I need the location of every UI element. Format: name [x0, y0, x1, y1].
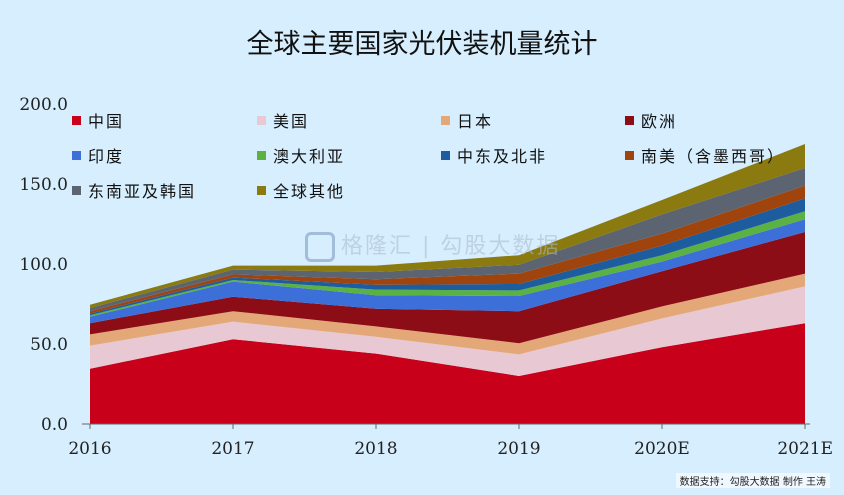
data-source-note: 数据支持：勾股大数据 制作 王涛 [675, 473, 830, 488]
watermark: 格隆汇 | 勾股大数据 [305, 228, 560, 262]
legend-swatch [441, 116, 450, 125]
area-series-0 [90, 323, 805, 424]
x-tick-label: 2017 [211, 439, 254, 459]
legend-swatch [441, 151, 450, 160]
chart-title: 全球主要国家光伏装机量统计 [246, 29, 598, 60]
legend-item: 东南亚及韩国 [72, 182, 196, 201]
watermark-text: 格隆汇 | 勾股大数据 [341, 234, 561, 259]
legend-swatch [257, 186, 266, 195]
x-tick-label: 2021E [777, 439, 833, 459]
legend-item: 中东及北非 [441, 147, 547, 166]
y-tick-label: 150.0 [19, 175, 68, 195]
legend-swatch [72, 151, 81, 160]
area-layers [90, 144, 805, 424]
legend-swatch [257, 116, 266, 125]
legend-swatch [625, 116, 634, 125]
legend-swatch [625, 151, 634, 160]
legend-item: 欧洲 [625, 112, 677, 131]
legend-swatch [72, 186, 81, 195]
area-series-8 [90, 168, 805, 312]
area-series-4 [90, 219, 805, 324]
legend-item: 日本 [441, 112, 493, 131]
legend-item: 中国 [72, 112, 124, 131]
y-tick-label: 50.0 [30, 335, 68, 355]
legend-item: 美国 [257, 112, 309, 131]
legend-label: 欧洲 [641, 112, 677, 131]
legend-label: 日本 [457, 112, 493, 131]
legend-label: 印度 [88, 147, 124, 166]
legend-label: 中国 [88, 112, 124, 131]
x-tick-label: 2020E [634, 439, 690, 459]
y-tick-label: 0.0 [41, 415, 68, 435]
legend-item: 全球其他 [257, 182, 345, 201]
x-tick-label: 2018 [354, 439, 397, 459]
x-tick-label: 2019 [497, 439, 540, 459]
legend-item: 印度 [72, 147, 124, 166]
axes: 0.0 50.0 100.0 150.0 200.0 2016 2017 2018 2019 20… [19, 95, 833, 459]
area-series-9 [90, 144, 805, 308]
legend-item: 澳大利亚 [257, 147, 345, 166]
legend-item: 南美（含墨西哥） [625, 147, 785, 166]
legend-label: 美国 [273, 112, 309, 131]
legend-swatch [72, 116, 81, 125]
legend-label: 全球其他 [273, 182, 345, 201]
area-series-1 [90, 286, 805, 376]
x-tick-label: 2016 [68, 439, 111, 459]
legend-swatch [257, 151, 266, 160]
legend-label: 南美（含墨西哥） [641, 147, 785, 166]
legend-label: 东南亚及韩国 [88, 182, 196, 201]
area-series-3 [90, 232, 805, 344]
y-tick-label: 100.0 [19, 255, 68, 275]
legend-label: 中东及北非 [457, 147, 547, 166]
watermark-logo-icon [305, 232, 335, 262]
y-tick-label: 200.0 [19, 95, 68, 115]
area-series-2 [90, 273, 805, 355]
legend-label: 澳大利亚 [273, 147, 345, 166]
